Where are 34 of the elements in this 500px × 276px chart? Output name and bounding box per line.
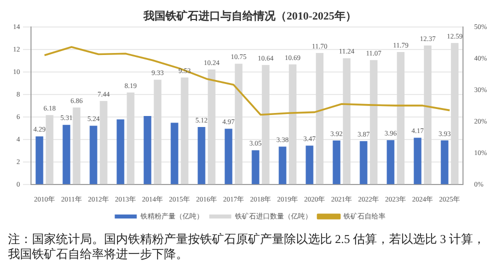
bar [414, 138, 422, 184]
bar [224, 128, 232, 184]
bar [62, 124, 70, 184]
bar [450, 43, 459, 184]
bar [100, 100, 108, 184]
bar [36, 136, 44, 184]
bar [306, 146, 314, 184]
bar [386, 140, 394, 184]
bar [342, 58, 350, 184]
bar [360, 141, 368, 184]
text: 注：国家统计局。国内铁精粉产量按铁矿石原矿产量除以选比 2.5 估算，若以选比 3 计算，我国铁矿石自给率将进一步下降。 [8, 232, 486, 262]
bar [170, 122, 178, 184]
bar [144, 116, 152, 184]
bar [46, 115, 54, 184]
bar [262, 64, 270, 184]
bar [278, 146, 286, 184]
bar [234, 64, 242, 184]
bar [90, 126, 98, 184]
bar [396, 52, 405, 184]
bar [116, 119, 124, 184]
bar [180, 77, 188, 184]
bar [126, 92, 134, 184]
bar [198, 127, 206, 184]
bar [252, 150, 260, 184]
bar [332, 140, 340, 184]
bar [316, 53, 324, 184]
bar [154, 80, 162, 184]
bar [72, 107, 80, 184]
bar [208, 69, 216, 184]
bar [288, 64, 296, 184]
chart-title: 我国铁矿石进口与自给情况（2010-2025年） [142, 9, 356, 22]
bar [424, 46, 432, 184]
bar [440, 140, 448, 184]
bar [370, 60, 378, 184]
